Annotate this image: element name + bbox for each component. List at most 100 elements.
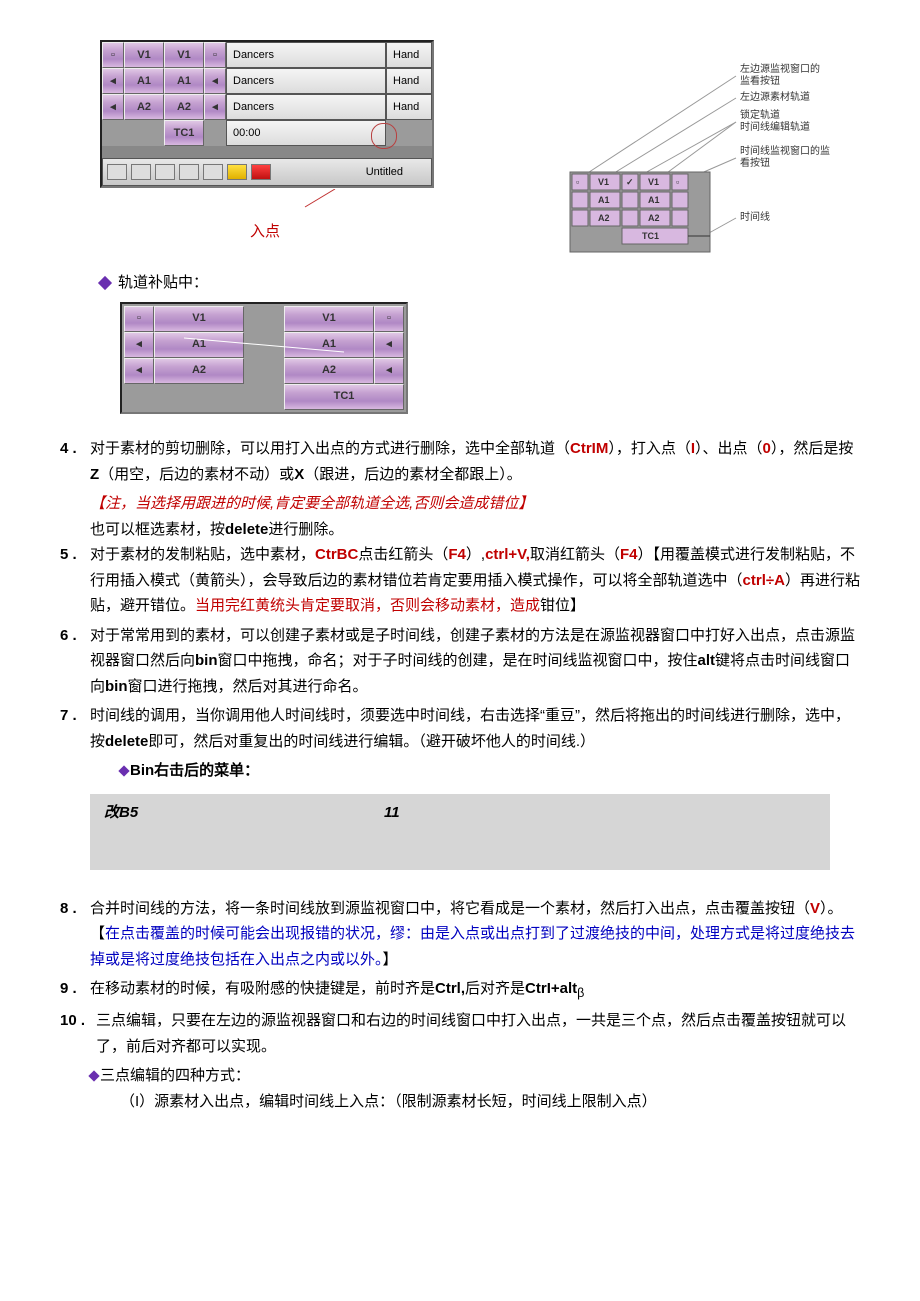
svg-text:A2: A2	[598, 213, 610, 223]
track-label: V1	[154, 306, 244, 332]
grey-col2: 11	[384, 800, 400, 826]
tb-icon	[179, 164, 199, 180]
clip-cell: Dancers	[226, 94, 386, 120]
arrow-svg	[100, 189, 440, 209]
track-label: A2	[154, 358, 244, 384]
svg-text:V1: V1	[598, 177, 609, 187]
list-body: 三点编辑，只要在左边的源监视器窗口和右边的时间线窗口中打入出点，一共是三个点，然…	[96, 1008, 860, 1059]
list-item: 8 . 合并时间线的方法，将一条时间线放到源监视窗口中，将它看成是一个素材，然后…	[60, 896, 860, 973]
track-sq-icon: ▫	[102, 42, 124, 68]
svg-text:时间线编辑轨道: 时间线编辑轨道	[740, 120, 810, 133]
track-sq-icon: ◂	[124, 332, 154, 358]
list-item: 9 . 在移动素材的时候，有吸附感的快捷键是，前时齐是Ctrl,后对齐是CtrI…	[60, 976, 860, 1004]
list-tail: 也可以框选素材，按delete进行删除。	[90, 517, 860, 543]
figure-right-svg: 左边源监视窗口的 监看按钮 左边源素材轨道 锁定轨道 时间线编辑轨道 时间线监视…	[560, 60, 860, 260]
list-number: 4 .	[60, 436, 90, 487]
sub-line: 三点编辑的四种方式：	[90, 1063, 860, 1089]
track-label: V1	[284, 306, 374, 332]
clip-cell: Hand	[386, 94, 432, 120]
list-number: 8 .	[60, 896, 90, 973]
track-sq-icon: ◂	[102, 94, 124, 120]
diamond-icon	[88, 1071, 99, 1082]
list-body: 时间线的调用，当你调用他人时间线时，须要选中时间线，右击选择“重豆”，然后将拖出…	[90, 703, 860, 754]
track-sq-icon: ◂	[204, 94, 226, 120]
list-item: 6 . 对于常常用到的素材，可以创建子素材或是子时间线，创建子素材的方法是在源监…	[60, 623, 860, 700]
tb-icon	[107, 164, 127, 180]
list-body: 合并时间线的方法，将一条时间线放到源监视窗口中，将它看成是一个素材，然后打入出点…	[90, 896, 860, 973]
track-sq-icon: ▫	[374, 306, 404, 332]
footer-text: Untitled	[366, 163, 403, 182]
diamond-icon	[98, 276, 112, 290]
clip-cell: Dancers	[226, 68, 386, 94]
list-item: 5 . 对于素材的发制粘贴，选中素材，CtrBC点击红箭头（F4）,ctrl+V…	[60, 542, 860, 619]
tb-red-icon	[251, 164, 271, 180]
svg-text:✓: ✓	[626, 177, 634, 187]
diamond-icon	[118, 765, 129, 776]
tb-yellow-icon	[227, 164, 247, 180]
svg-text:V1: V1	[648, 177, 659, 187]
svg-text:看按钮: 看按钮	[740, 156, 770, 169]
track-sq-icon: ◂	[204, 68, 226, 94]
svg-text:▫: ▫	[576, 177, 579, 187]
marker-circle	[371, 123, 397, 149]
list-number: 7 .	[60, 703, 90, 754]
tc-label: TC1	[164, 120, 204, 146]
track-sq-icon: ◂	[102, 68, 124, 94]
tc-cell: 00:00	[226, 120, 386, 146]
list-number: 10 .	[60, 1008, 96, 1059]
sub-line: Bin右击后的菜单：	[120, 758, 860, 784]
list-number: 6 .	[60, 623, 90, 700]
figure-middle: ▫ V1 V1 ▫ ◂ A1 A1 ◂ ◂ A2 A2 ◂ TC1	[120, 302, 860, 419]
fig-label: 左边源监视窗口的	[740, 62, 820, 75]
note-red: 【注，当选择用跟进的时候,肯定要全部轨道全选,否则会造成错位】	[90, 491, 860, 517]
list-item: 4 . 对于素材的剪切删除，可以用打入出点的方式进行删除，选中全部轨道（CtrI…	[60, 436, 860, 487]
clip-cell: Hand	[386, 42, 432, 68]
list-number: 9 .	[60, 976, 90, 1004]
caption-in-point: 入点	[250, 219, 500, 245]
clip-cell: Hand	[386, 68, 432, 94]
list-body: 对于常常用到的素材，可以创建子素材或是子时间线，创建子素材的方法是在源监视器窗口…	[90, 623, 860, 700]
tb-icon	[155, 164, 175, 180]
svg-text:TC1: TC1	[642, 231, 659, 241]
track-sq-icon: ◂	[374, 358, 404, 384]
track-sq-icon: ▫	[124, 306, 154, 332]
list-body: 对于素材的发制粘贴，选中素材，CtrBC点击红箭头（F4）,ctrl+V,取消红…	[90, 542, 860, 619]
svg-text:监看按钮: 监看按钮	[740, 74, 780, 87]
figures-row: ▫ V1 V1 ▫ Dancers Hand ◂ A1 A1 ◂ Dancers…	[60, 40, 860, 260]
svg-text:左边源素材轨道: 左边源素材轨道	[740, 90, 810, 103]
section-label: 轨道补贴中：	[118, 270, 208, 296]
track-label: A2	[124, 94, 164, 120]
track-label: A2	[284, 358, 374, 384]
figure-right: 左边源监视窗口的 监看按钮 左边源素材轨道 锁定轨道 时间线编辑轨道 时间线监视…	[560, 60, 860, 260]
clip-cell: Dancers	[226, 42, 386, 68]
track-sq-icon: ◂	[124, 358, 154, 384]
list-body: 在移动素材的时候，有吸附感的快捷键是，前时齐是Ctrl,后对齐是CtrI+alt…	[90, 976, 860, 1004]
track-label: A1	[164, 68, 204, 94]
svg-text:时间线: 时间线	[740, 210, 770, 223]
svg-text:锁定轨道: 锁定轨道	[740, 108, 780, 121]
list-item: 7 . 时间线的调用，当你调用他人时间线时，须要选中时间线，右击选择“重豆”，然…	[60, 703, 860, 754]
track-label: V1	[124, 42, 164, 68]
list-number: 5 .	[60, 542, 90, 619]
track-label: A2	[164, 94, 204, 120]
tb-icon	[203, 164, 223, 180]
sub-sub-line: （I）源素材入出点，编辑时间线上入点：（限制源素材长短，时间线上限制入点）	[120, 1089, 860, 1115]
svg-text:A2: A2	[648, 213, 660, 223]
figure-left: ▫ V1 V1 ▫ Dancers Hand ◂ A1 A1 ◂ Dancers…	[100, 40, 500, 245]
track-label: V1	[164, 42, 204, 68]
svg-text:时间线监视窗口的监: 时间线监视窗口的监	[740, 144, 830, 157]
toolbar: Untitled	[102, 158, 432, 186]
track-label: A1	[124, 68, 164, 94]
tb-icon	[131, 164, 151, 180]
svg-text:▫: ▫	[676, 177, 679, 187]
list-item: 10 . 三点编辑，只要在左边的源监视器窗口和右边的时间线窗口中打入出点，一共是…	[60, 1008, 860, 1059]
track-sq-icon: ▫	[204, 42, 226, 68]
tc-label: TC1	[284, 384, 404, 410]
list-body: 对于素材的剪切删除，可以用打入出点的方式进行删除，选中全部轨道（CtrIM），打…	[90, 436, 860, 487]
section-track-subsidy: 轨道补贴中：	[100, 270, 860, 296]
tc-value: 00:00	[233, 124, 261, 143]
cross-arrow	[184, 336, 364, 356]
grey-col1: 改B5	[104, 800, 384, 826]
track-sq-icon: ◂	[374, 332, 404, 358]
svg-text:A1: A1	[648, 195, 660, 205]
